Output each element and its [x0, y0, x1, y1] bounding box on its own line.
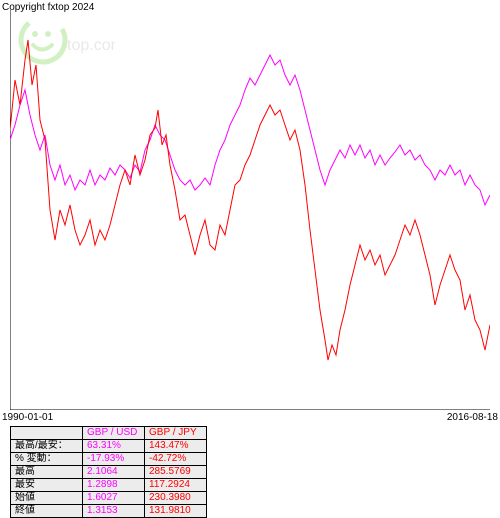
table-cell: 2.1064: [83, 466, 145, 479]
table-rowhead: 始値: [11, 492, 83, 505]
table-rowhead: % 変動：: [11, 453, 83, 466]
table-cell: [11, 427, 83, 440]
copyright-text: Copyright fxtop 2024: [2, 2, 94, 13]
table-cell: 1.6027: [83, 492, 145, 505]
table-rowhead: 最安: [11, 479, 83, 492]
series-line: [10, 40, 490, 360]
stats-table: GBP / USDGBP / JPY 最高/最安：63.31%143.47% % 変…: [10, 426, 207, 518]
table-cell: -17.93%: [83, 453, 145, 466]
table-cell: 1.2898: [83, 479, 145, 492]
table-rowhead: 終値: [11, 505, 83, 518]
table-cell: 117.2924: [145, 479, 207, 492]
table-cell: -42.72%: [145, 453, 207, 466]
table-header-cell: GBP / USD: [83, 427, 145, 440]
table-cell: 143.47%: [145, 440, 207, 453]
series-line: [10, 55, 490, 205]
table-cell: 131.9810: [145, 505, 207, 518]
line-chart: [10, 10, 490, 410]
date-start-label: 1990-01-01: [2, 412, 53, 423]
table-cell: 1.3153: [83, 505, 145, 518]
table-cell: 63.31%: [83, 440, 145, 453]
table-cell: 285.5769: [145, 466, 207, 479]
table-rowhead: 最高: [11, 466, 83, 479]
table-rowhead: 最高/最安：: [11, 440, 83, 453]
date-end-label: 2016-08-18: [447, 412, 498, 423]
table-cell: 230.3980: [145, 492, 207, 505]
table-header-cell: GBP / JPY: [145, 427, 207, 440]
